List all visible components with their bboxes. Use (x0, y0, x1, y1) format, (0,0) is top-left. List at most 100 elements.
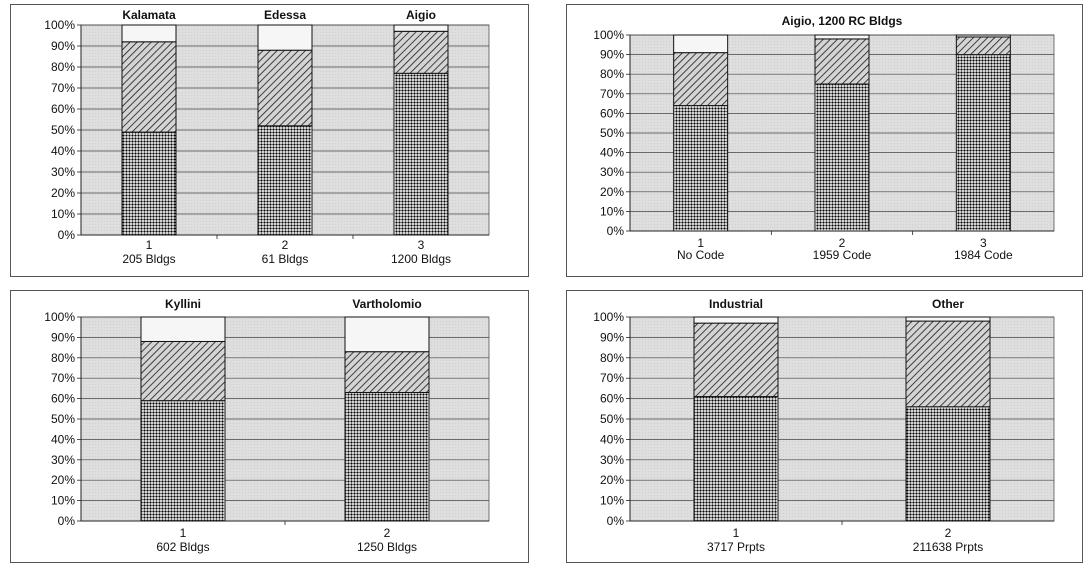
y-tick-label: 100% (593, 310, 624, 324)
stacked-bar-chart-2: 0% 10% 20% 30% 40% 50% 60% 70% 80% 90% 100% Aigio, … (593, 14, 1055, 262)
y-tick-label: 20% (51, 473, 75, 487)
y-tick-label: 10% (51, 494, 75, 508)
x-tick-label: 1 (733, 526, 740, 540)
bar-segment-light (814, 34, 870, 40)
y-tick-label: 80% (600, 351, 624, 365)
bar-segment-dots (955, 54, 1011, 232)
y-tick-label: 20% (600, 185, 624, 199)
y-tick-label: 70% (51, 371, 75, 385)
chart-panel-bottom-left: 0% 10% 20% 30% 40% 50% 60% 70% 80% 90% 100% Kyllini… (10, 290, 529, 563)
y-tick-label: 80% (51, 60, 75, 74)
bar-header-label: Aigio (406, 8, 436, 22)
bar-segment-light (955, 34, 1011, 38)
y-tick-label: 10% (51, 207, 75, 221)
y-tick-label: 0% (58, 514, 76, 528)
bar-header-label: Kyllini (165, 297, 201, 311)
y-tick-label: 100% (44, 310, 75, 324)
y-tick-label: 90% (600, 330, 624, 344)
bar-segment-light (344, 316, 430, 353)
bar-segment-light (121, 24, 177, 43)
y-tick-label: 50% (51, 123, 75, 137)
y-tick-label: 0% (58, 228, 76, 242)
bar-segment-hatch (905, 320, 991, 408)
x-tick-sublabel: 1959 Code (813, 248, 872, 262)
y-tick-label: 10% (600, 494, 624, 508)
x-tick-sublabel: 1984 Code (954, 248, 1013, 262)
y-tick-label: 30% (51, 165, 75, 179)
bar-segment-light (257, 24, 313, 51)
bar-segment-dots (257, 125, 313, 236)
bar-segment-dots (344, 391, 430, 522)
y-tick-label: 20% (51, 186, 75, 200)
y-tick-label: 50% (600, 126, 624, 140)
chart-panel-bottom-right: 0% 10% 20% 30% 40% 50% 60% 70% 80% 90% 100% Industr… (566, 290, 1083, 563)
bar-segment-light (393, 24, 449, 32)
y-tick-label: 20% (600, 473, 624, 487)
y-tick-label: 40% (51, 144, 75, 158)
x-tick-label: 2 (839, 236, 846, 250)
y-tick-label: 90% (51, 39, 75, 53)
y-tick-label: 50% (51, 412, 75, 426)
x-tick-label: 2 (384, 526, 391, 540)
y-tick-label: 70% (51, 81, 75, 95)
bar-segment-dots (393, 72, 449, 236)
bar-segment-dots (140, 400, 226, 522)
bar-segment-light (693, 316, 779, 324)
bar-header-label: Kalamata (122, 8, 176, 22)
y-tick-label: 70% (600, 371, 624, 385)
y-tick-label: 100% (44, 18, 75, 32)
bar-segment-dots (814, 83, 870, 232)
x-tick-sublabel: 3717 Prpts (707, 540, 765, 554)
bar-segment-light (905, 316, 991, 322)
y-tick-label: 30% (600, 453, 624, 467)
y-tick-label: 10% (600, 204, 624, 218)
y-tick-label: 40% (51, 432, 75, 446)
y-tick-label: 0% (607, 514, 625, 528)
stacked-bar-chart-1: 0% 10% 20% 30% 40% 50% 60% 70% 80% 90% 100% Kalamat… (44, 8, 490, 266)
y-tick-label: 90% (600, 48, 624, 62)
y-tick-label: 30% (600, 165, 624, 179)
chart-panel-top-right: 0% 10% 20% 30% 40% 50% 60% 70% 80% 90% 100% Aigio, … (566, 4, 1083, 277)
chart-title: Aigio, 1200 RC Bldgs (782, 14, 903, 28)
x-tick-label: 3 (980, 236, 987, 250)
bar-segment-hatch (814, 38, 870, 85)
x-tick-sublabel: 1250 Bldgs (357, 540, 417, 554)
y-tick-label: 40% (600, 146, 624, 160)
y-tick-label: 70% (600, 87, 624, 101)
bar-segment-hatch (344, 351, 430, 393)
x-tick-label: 1 (697, 236, 704, 250)
x-tick-label: 2 (945, 526, 952, 540)
y-tick-label: 80% (600, 67, 624, 81)
y-tick-label: 100% (593, 28, 624, 42)
y-tick-label: 30% (51, 453, 75, 467)
bar-segment-hatch (955, 36, 1011, 56)
bar-segment-hatch (257, 49, 313, 127)
y-tick-label: 90% (51, 330, 75, 344)
y-tick-label: 60% (51, 392, 75, 406)
x-tick-sublabel: 205 Bldgs (122, 252, 175, 266)
x-tick-sublabel: 1200 Bldgs (391, 252, 451, 266)
bar-segment-light (673, 34, 729, 54)
y-tick-label: 50% (600, 412, 624, 426)
bar-segment-dots (673, 105, 729, 232)
bar-header-label: Edessa (264, 8, 306, 22)
x-tick-sublabel: No Code (677, 248, 725, 262)
bar-segment-hatch (393, 30, 449, 74)
stacked-bar-chart-4: 0% 10% 20% 30% 40% 50% 60% 70% 80% 90% 100% Industr… (593, 297, 1055, 554)
bar-segment-hatch (121, 41, 177, 133)
y-tick-label: 40% (600, 432, 624, 446)
bar-segment-dots (121, 131, 177, 236)
bar-segment-dots (693, 396, 779, 522)
x-tick-sublabel: 61 Bldgs (262, 252, 309, 266)
y-tick-label: 0% (607, 224, 625, 238)
x-tick-sublabel: 602 Bldgs (156, 540, 209, 554)
y-tick-label: 60% (51, 102, 75, 116)
x-tick-label: 2 (282, 238, 289, 252)
x-tick-sublabel: 211638 Prpts (913, 540, 984, 554)
x-tick-label: 1 (146, 238, 153, 252)
chart-panel-top-left: 0% 10% 20% 30% 40% 50% 60% 70% 80% 90% 100% Kalamat… (10, 4, 529, 277)
stacked-bar-chart-3: 0% 10% 20% 30% 40% 50% 60% 70% 80% 90% 100% Kyllini… (44, 297, 490, 554)
bar-segment-dots (905, 406, 991, 522)
bar-header-label: Industrial (709, 297, 763, 311)
y-tick-label: 60% (600, 106, 624, 120)
